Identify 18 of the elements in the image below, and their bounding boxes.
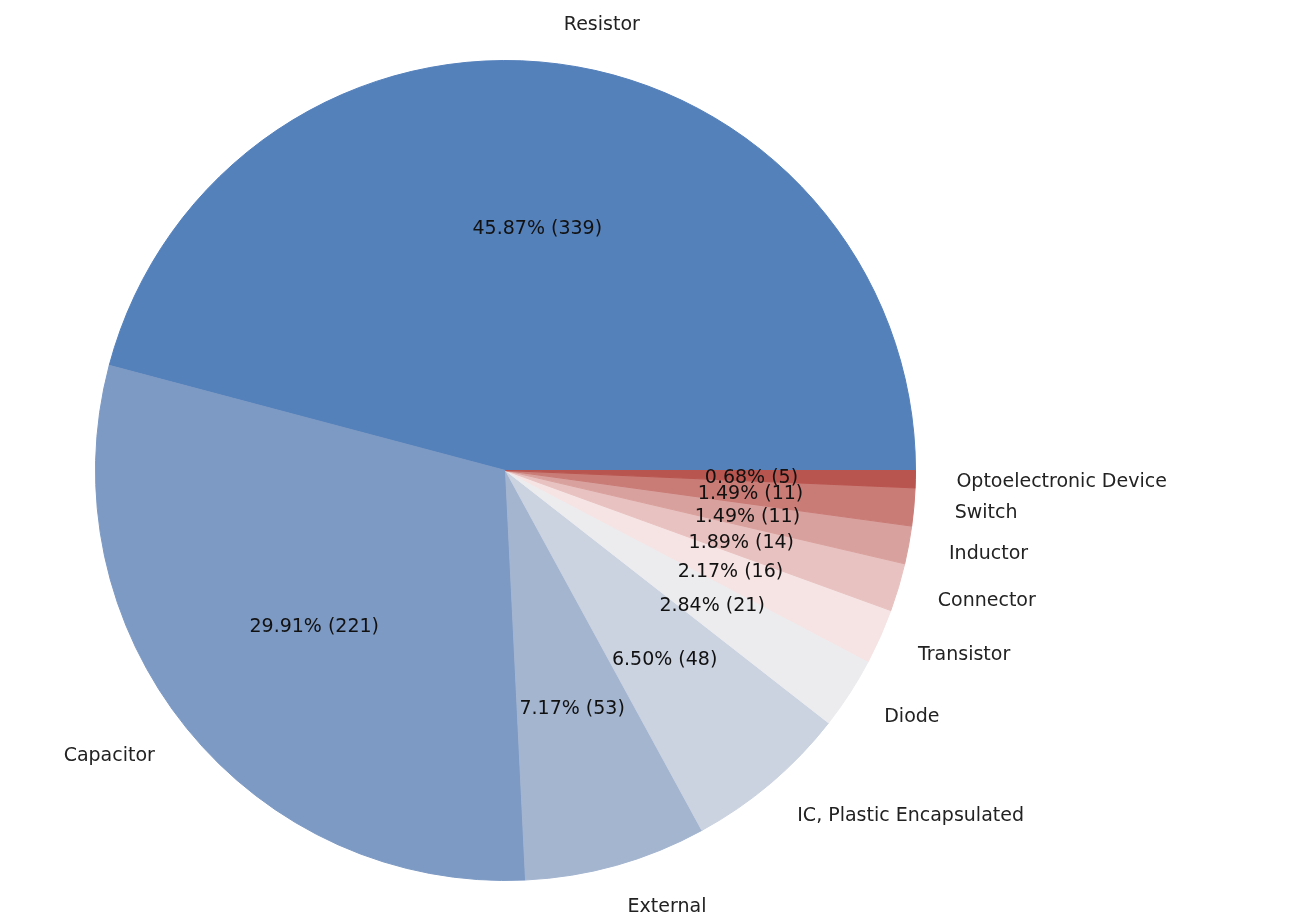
slice-label: Resistor — [563, 12, 640, 35]
data-label: 7.17% (53) — [519, 696, 625, 719]
data-label: 29.91% (221) — [249, 614, 380, 637]
data-label: 1.89% (14) — [688, 529, 794, 552]
slice-label: Switch — [954, 499, 1018, 522]
data-label: 45.87% (339) — [472, 215, 603, 238]
slice-label: Capacitor — [63, 743, 156, 766]
slice-label: Transistor — [916, 642, 1011, 664]
data-label: 2.17% (16) — [677, 559, 784, 582]
slice-label: IC, Plastic Encapsulated — [797, 803, 1024, 826]
slice-label: Connector — [937, 588, 1036, 611]
slice-label: External — [627, 893, 707, 916]
slice-label: Inductor — [948, 541, 1029, 564]
data-label: 6.50% (48) — [611, 647, 718, 670]
data-label: 1.49% (11) — [694, 504, 801, 527]
slice-label: Diode — [884, 704, 940, 727]
data-label: 2.84% (21) — [659, 593, 765, 616]
slice-label: Optoelectronic Device — [956, 469, 1167, 492]
